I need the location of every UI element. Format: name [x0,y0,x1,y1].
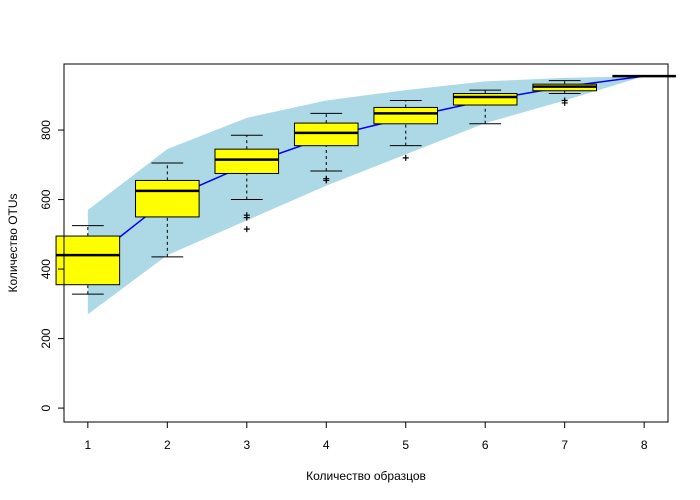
box-body [55,235,121,286]
plot-layer [55,74,676,315]
x-tick-label: 4 [323,438,330,452]
y-axis-title: Количество OTUs [6,193,20,292]
x-tick-label: 8 [641,438,648,452]
box-3 [214,134,280,233]
box-outlier [323,177,330,184]
x-tick-label: 5 [402,438,409,452]
box-body [373,106,439,125]
x-tick-label: 2 [164,438,171,452]
box-7 [532,80,597,106]
confidence-band [87,76,645,315]
plot-frame [63,63,669,423]
box-body [293,122,359,147]
box-outlier [561,99,568,106]
x-axis-title: Количество образцов [306,469,426,483]
x-tick-label: 6 [482,438,489,452]
y-tick-label: 600 [39,189,53,209]
box-body [214,148,280,174]
box-outlier [402,154,409,161]
x-axis: 1 2 3 4 5 6 7 8 [84,422,648,452]
box-body [135,179,200,218]
box-6 [452,89,518,125]
y-tick-label: 800 [39,120,53,140]
x-tick-label: 1 [84,438,91,452]
box-1 [55,225,121,295]
y-tick-label: 0 [39,404,53,411]
x-tick-label: 3 [243,438,250,452]
y-tick-label: 200 [39,328,53,348]
box-2 [135,162,200,258]
box-outlier [243,226,250,233]
box-outlier [243,214,250,221]
x-tick-label: 7 [561,438,568,452]
box-4 [293,112,359,184]
y-tick-label: 400 [39,259,53,279]
y-axis: 0 200 400 600 800 [39,120,64,411]
box-body [452,93,518,106]
box-5 [373,99,439,161]
